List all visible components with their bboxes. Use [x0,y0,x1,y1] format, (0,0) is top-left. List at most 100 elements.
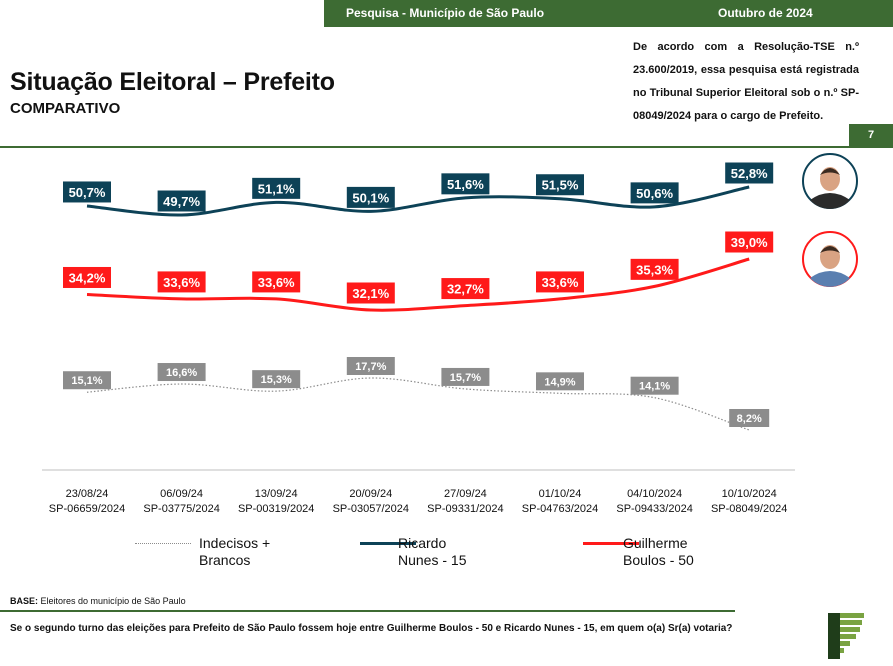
company-logo [828,613,864,659]
data-label-box [630,182,679,204]
data-label-nunes: 50,1% [346,186,395,208]
series-line-indecisos [86,377,750,431]
data-labels: 50,7% 49,7% 51,1% 50,1% 51,6% 51,5% 50,6% 52,8%… [63,162,774,427]
data-label-indecisos: 17,7% [346,357,395,375]
x-tick-date: 20/09/24 [349,488,392,500]
data-label-text: 15,1% [71,375,102,387]
data-label-indecisos: 14,9% [536,372,584,391]
data-label-box [441,367,490,386]
divider-top [0,146,893,148]
x-tick-date: 10/10/2024 [722,488,777,500]
avatar-boulos [802,231,858,287]
data-label-text: 35,3% [636,262,673,277]
data-label-indecisos: 15,7% [441,367,490,386]
data-label-boulos: 33,6% [157,271,206,293]
legend-swatch-indecisos [135,543,191,544]
data-label-box [536,271,584,293]
data-label-box [725,162,774,184]
data-label-text: 32,7% [447,282,484,297]
data-label-nunes: 52,8% [725,162,774,184]
data-label-text: 16,6% [166,367,197,379]
legend-swatch-boulos [583,542,639,545]
data-label-box [63,266,111,288]
data-label-boulos: 32,1% [346,282,395,304]
legend-swatch-nunes [360,542,416,545]
data-label-indecisos: 15,1% [63,371,111,390]
registration-note: De acordo com a Resolução-TSE n.º 23.600… [633,41,859,122]
x-tick-registration: SP-06659/2024 [49,503,125,515]
legend-boulos: Guilherme Boulos - 50 [583,535,743,571]
data-label-boulos: 32,7% [441,278,490,300]
data-label-box [63,181,111,203]
data-label-nunes: 51,1% [252,177,301,199]
data-label-boulos: 33,6% [536,271,584,293]
data-label-indecisos: 8,2% [729,409,770,427]
data-label-indecisos: 15,3% [252,370,301,389]
candidate-avatars [802,153,858,287]
data-label-text: 15,7% [450,372,481,384]
data-label-text: 33,6% [258,275,295,290]
data-label-nunes: 51,5% [536,174,584,196]
series-line-boulos [86,257,750,312]
page-title: Situação Eleitoral – Prefeito [10,68,335,96]
data-label-text: 50,1% [352,190,389,205]
data-label-text: 52,8% [731,166,768,181]
data-label-box [346,282,395,304]
data-label-box [536,174,584,196]
data-label-box [252,370,301,389]
x-tick-registration: SP-04763/2024 [522,503,598,515]
data-label-nunes: 51,6% [441,173,490,195]
data-label-box [441,278,490,300]
data-label-box [729,409,770,427]
page-subtitle: COMPARATIVO [10,100,121,117]
data-label-text: 33,6% [163,275,200,290]
x-tick-date: 13/09/24 [255,488,298,500]
x-tick-registration: SP-00319/2024 [238,503,314,515]
data-label-nunes: 50,7% [63,181,111,203]
x-axis: 23/08/24 SP-06659/2024 06/09/24 SP-03775/20… [42,469,795,515]
data-label-boulos: 33,6% [252,271,301,293]
data-label-text: 51,6% [447,177,484,192]
data-label-box [252,177,301,199]
data-label-text: 34,2% [69,270,106,285]
data-label-text: 39,0% [731,235,768,250]
avatar-nunes [802,153,858,209]
legend-label-indecisos: Indecisos + Brancos [199,535,271,568]
legend-label-boulos: Guilherme Boulos - 50 [623,535,694,568]
x-tick-registration: SP-03057/2024 [333,503,409,515]
data-label-text: 49,7% [163,194,200,209]
data-label-boulos: 39,0% [725,231,774,253]
data-label-text: 8,2% [737,413,762,425]
legend-nunes: Ricardo Nunes - 15 [360,535,520,571]
data-label-box [536,372,584,391]
date-label: Outubro de 2024 [718,6,813,20]
base-note: BASE: Eleitores do município de São Paul… [10,596,186,606]
page-number: 7 [849,124,893,147]
data-label-text: 50,6% [636,186,673,201]
data-label-box [346,186,395,208]
data-label-text: 32,1% [352,286,389,301]
x-tick-registration: SP-03775/2024 [143,503,219,515]
x-tick-date: 27/09/24 [444,488,487,500]
x-tick-date: 23/08/24 [66,488,109,500]
data-label-boulos: 34,2% [63,266,111,288]
data-label-box [441,173,490,195]
data-label-box [252,271,301,293]
data-label-box [725,231,774,253]
data-label-box [157,190,206,212]
x-tick-date: 01/10/24 [539,488,582,500]
x-tick-date: 06/09/24 [160,488,203,500]
data-label-box [63,371,111,390]
legend-label-nunes: Ricardo Nunes - 15 [398,535,467,568]
data-label-indecisos: 16,6% [157,363,206,382]
data-label-box [157,363,206,382]
data-label-text: 50,7% [69,185,106,200]
survey-question: Se o segundo turno das eleições para Pre… [10,623,733,634]
series-lines [86,185,750,431]
data-label-nunes: 50,6% [630,182,679,204]
x-tick-registration: SP-09433/2024 [616,503,692,515]
series-line-nunes [86,185,750,217]
data-label-text: 51,5% [542,178,579,193]
data-label-text: 17,7% [355,361,386,373]
data-label-text: 51,1% [258,181,295,196]
